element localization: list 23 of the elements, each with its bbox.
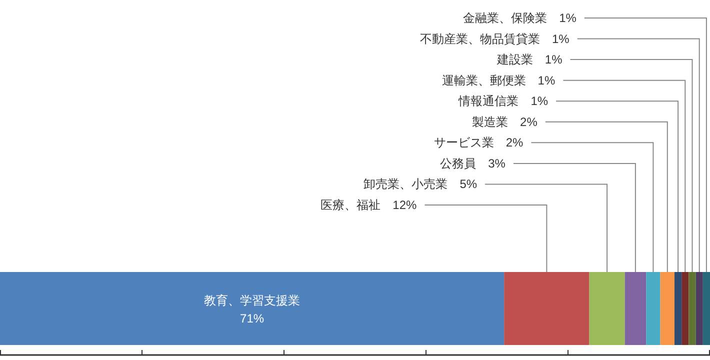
text: 建設業 1% — [496, 52, 562, 67]
text: 金融業、保険業 1% — [463, 11, 576, 25]
bar — [589, 272, 625, 345]
bar — [646, 272, 660, 345]
bar — [696, 272, 703, 345]
text: 公務員 3% — [440, 156, 506, 170]
bar — [674, 272, 682, 345]
bar — [0, 272, 504, 345]
data-label: 71% — [240, 312, 264, 326]
bar — [660, 272, 674, 345]
series-label: 教育、学習支援業 — [204, 294, 300, 308]
bar — [682, 272, 689, 345]
bar — [688, 272, 696, 345]
text: 医療、福祉 12% — [320, 198, 417, 212]
text: 情報通信業 1% — [458, 94, 548, 108]
bar — [504, 272, 590, 345]
text: サービス業 2% — [434, 136, 524, 150]
text: 卸売業、小売業 5% — [364, 177, 478, 192]
text: 運輸業、郵便業 1% — [442, 73, 556, 88]
bar — [624, 272, 646, 345]
bar — [702, 272, 710, 345]
text: 不動産業、物品賃貸業 1% — [420, 32, 570, 46]
text: 製造業 2% — [472, 114, 538, 129]
